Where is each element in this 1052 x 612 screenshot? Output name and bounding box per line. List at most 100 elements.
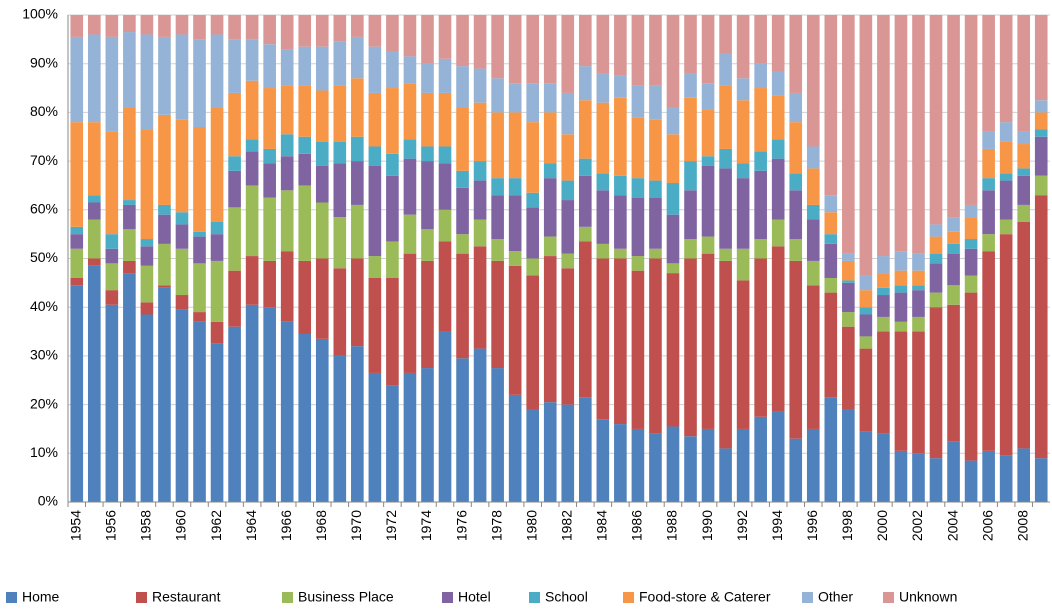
bar-segment xyxy=(403,15,417,57)
bar-segment xyxy=(87,122,101,196)
bar-segment xyxy=(456,66,469,108)
bar-segment xyxy=(386,175,399,242)
x-tick-label: 1996 xyxy=(804,510,820,541)
bar-segment xyxy=(158,114,171,205)
x-tick-label: 1966 xyxy=(278,510,294,541)
bar-segment xyxy=(578,100,592,159)
bar-segment xyxy=(842,15,855,254)
bar-segment xyxy=(894,15,908,252)
x-tick-label: 1986 xyxy=(629,510,645,541)
bar-segment xyxy=(386,153,399,176)
bar-segment xyxy=(315,202,329,259)
bar-segment xyxy=(859,290,873,308)
x-tick-label: 2008 xyxy=(1014,510,1030,541)
bar-segment xyxy=(421,368,434,502)
bar-segment xyxy=(684,73,697,98)
bar-segment xyxy=(228,15,241,40)
bar-segment xyxy=(403,83,417,140)
bar-segment xyxy=(1017,175,1031,205)
bar-segment xyxy=(649,433,662,502)
legend-swatch xyxy=(623,592,634,603)
bar-segment xyxy=(561,200,575,254)
bar-segment xyxy=(561,134,575,181)
bar-segment xyxy=(473,246,487,349)
x-tick-label: 1960 xyxy=(173,510,189,541)
bar-segment xyxy=(438,15,452,59)
bar-segment xyxy=(315,46,329,91)
bar-segment xyxy=(999,122,1013,142)
bar-segment xyxy=(333,355,347,502)
bar-segment xyxy=(491,260,504,369)
bar-segment xyxy=(421,161,434,230)
bar-segment xyxy=(473,180,487,220)
y-tick-label: 100% xyxy=(22,6,58,22)
bar-segment xyxy=(263,307,276,502)
bar-segment xyxy=(771,411,785,502)
bar-segment xyxy=(245,39,259,81)
bar-segment xyxy=(280,15,294,50)
bar-segment xyxy=(982,251,995,451)
bar-segment xyxy=(70,122,84,227)
bar-segment xyxy=(491,112,504,179)
bar-segment xyxy=(140,314,154,502)
bar-segment xyxy=(877,433,890,502)
bar-segment xyxy=(175,309,189,502)
bar-segment xyxy=(1017,144,1031,169)
bar-segment xyxy=(912,331,925,454)
bar-segment xyxy=(421,146,434,162)
bar-segment xyxy=(614,424,627,502)
bar-segment xyxy=(824,195,838,213)
bar-segment xyxy=(245,151,259,186)
bar-segment xyxy=(947,243,960,254)
legend-swatch xyxy=(6,592,17,603)
bar-segment xyxy=(403,253,417,373)
bar-segment xyxy=(280,85,294,135)
bar-segment xyxy=(526,15,540,84)
bar-segment xyxy=(333,15,347,42)
bar-segment xyxy=(245,304,259,502)
bar-segment xyxy=(578,15,592,67)
bar-segment xyxy=(1034,129,1048,137)
bar-segment xyxy=(473,102,487,162)
bar-segment xyxy=(701,253,715,429)
bar-segment xyxy=(140,15,154,35)
bar-segment xyxy=(1034,175,1048,196)
bar-segment xyxy=(999,234,1013,456)
y-tick-label: 50% xyxy=(30,249,58,265)
bar-segment xyxy=(929,292,943,308)
bar-segment xyxy=(771,158,785,220)
bar-segment xyxy=(701,83,715,110)
legend-label: School xyxy=(545,589,588,605)
bar-segment xyxy=(175,248,189,296)
bar-segment xyxy=(649,258,662,434)
bar-segment xyxy=(877,295,890,317)
bar-segment xyxy=(87,202,101,220)
bar-segment xyxy=(771,219,785,247)
bar-segment xyxy=(280,49,294,86)
bar-segment xyxy=(789,260,803,439)
bar-segment xyxy=(982,148,995,179)
bar-segment xyxy=(736,428,750,502)
bar-segment xyxy=(438,209,452,242)
bar-segment xyxy=(158,243,171,286)
bar-segment xyxy=(929,236,943,254)
y-tick-label: 60% xyxy=(30,201,58,217)
x-tick-label: 1980 xyxy=(523,510,539,541)
bar-segment xyxy=(368,146,382,166)
bar-segment xyxy=(543,112,557,164)
bar-segment xyxy=(631,256,645,271)
bar-segment xyxy=(491,195,504,240)
bar-segment xyxy=(666,183,680,215)
bar-segment xyxy=(210,34,224,108)
bar-segment xyxy=(614,175,627,196)
bar-segment xyxy=(964,239,978,249)
bar-segment xyxy=(158,204,171,215)
bar-segment xyxy=(684,258,697,437)
bar-segment xyxy=(263,44,276,89)
bar-segment xyxy=(473,15,487,69)
bar-segment xyxy=(298,333,312,502)
bar-segment xyxy=(526,83,540,123)
bar-segment xyxy=(912,316,925,332)
bar-segment xyxy=(929,307,943,459)
bar-segment xyxy=(175,212,189,225)
